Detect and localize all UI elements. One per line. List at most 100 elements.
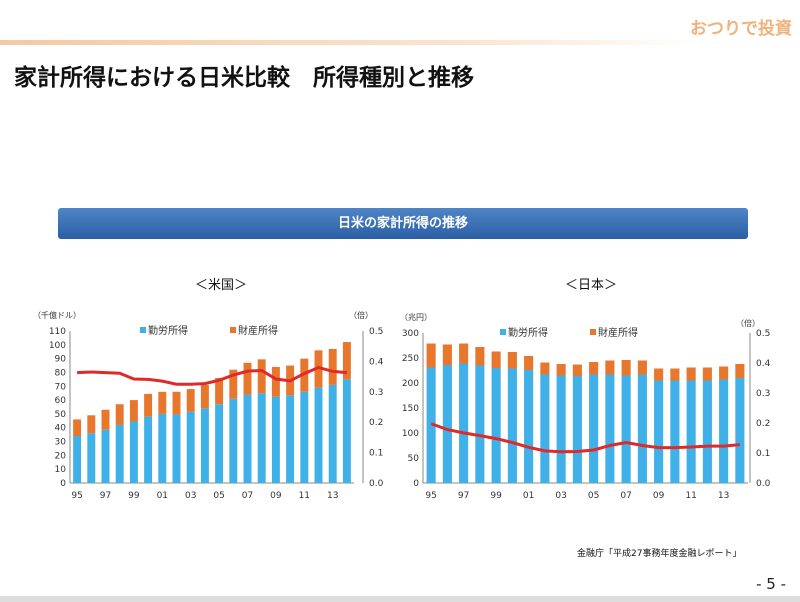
labor-income-bar	[556, 375, 566, 483]
y-axis-label: （千億ドル）	[33, 310, 81, 320]
y-tick-label: 100	[402, 429, 419, 439]
labor-income-bar	[101, 429, 110, 483]
y-tick-label: 60	[55, 396, 67, 406]
y-tick-label: 300	[402, 329, 419, 339]
y2-tick-label: 0.3	[369, 388, 383, 398]
labor-income-bar	[215, 404, 224, 483]
labor-income-bar	[589, 374, 599, 483]
property-income-bar	[129, 400, 138, 422]
labor-income-bar	[200, 408, 209, 483]
property-income-bar	[719, 366, 729, 380]
property-income-bar	[271, 366, 280, 397]
y-tick-label: 50	[55, 410, 67, 420]
page-title: 家計所得における日米比較 所得種別と推移	[14, 65, 474, 91]
y2-axis-label: （倍）	[349, 310, 373, 320]
labor-income-bar	[158, 413, 167, 483]
labor-income-bar	[491, 368, 501, 483]
property-income-bar	[540, 362, 550, 375]
property-income-bar	[459, 343, 469, 364]
property-income-bar	[507, 352, 517, 369]
labor-income-bar	[540, 374, 550, 483]
x-tick-label: 05	[213, 491, 224, 501]
y-tick-label: 250	[402, 354, 419, 364]
property-income-bar	[172, 391, 181, 415]
property-income-bar	[186, 389, 195, 412]
property-income-bar	[115, 404, 124, 425]
labor-income-bar	[115, 424, 124, 483]
legend-swatch-labor	[140, 327, 146, 333]
property-income-bar	[654, 368, 664, 381]
x-tick-label: 99	[490, 491, 502, 501]
x-tick-label: 13	[327, 491, 338, 501]
property-income-bar	[243, 362, 252, 395]
property-income-bar	[229, 369, 238, 399]
y2-tick-label: 0.3	[756, 389, 770, 399]
x-tick-label: 13	[718, 491, 729, 501]
source-note: 金融庁「平成27事務年度金融レポート」	[577, 549, 742, 559]
property-income-bar	[87, 415, 96, 434]
labor-income-bar	[524, 370, 534, 483]
ratio-line	[77, 365, 348, 386]
labor-income-bar	[87, 433, 96, 483]
labor-income-bar	[243, 394, 252, 483]
property-income-bar	[524, 356, 534, 370]
labor-income-bar	[426, 367, 436, 483]
y2-tick-label: 0.2	[756, 419, 770, 429]
x-tick-label: 01	[157, 491, 168, 501]
x-tick-label: 11	[685, 491, 696, 501]
legend-swatch-property	[590, 329, 596, 335]
labor-income-bar	[735, 378, 745, 483]
labor-income-bar	[257, 393, 266, 483]
labor-income-bar	[686, 380, 696, 483]
labor-income-bar	[300, 391, 309, 483]
y2-tick-label: 0.0	[756, 479, 771, 489]
y-tick-label: 110	[49, 327, 66, 337]
legend-swatch-property	[230, 327, 236, 333]
x-tick-label: 09	[653, 491, 665, 501]
labor-income-bar	[342, 379, 351, 483]
property-income-bar	[621, 360, 631, 376]
property-income-bar	[735, 364, 745, 378]
property-income-bar	[637, 360, 647, 375]
property-income-bar	[101, 409, 110, 430]
property-income-bar	[257, 359, 266, 394]
y-tick-label: 200	[402, 379, 419, 389]
y2-tick-label: 0.0	[369, 479, 384, 489]
labor-income-bar	[719, 379, 729, 483]
page-number: - 5 -	[756, 575, 786, 593]
y2-tick-label: 0.5	[369, 327, 383, 337]
property-income-bar	[572, 364, 582, 376]
property-income-bar	[589, 362, 599, 375]
us-chart-subtitle: ＜米国＞	[195, 278, 248, 293]
labor-income-bar	[459, 363, 469, 483]
labor-income-bar	[507, 368, 517, 483]
x-tick-label: 05	[588, 491, 599, 501]
labor-income-bar	[621, 375, 631, 483]
labor-income-bar	[172, 414, 181, 483]
labor-income-bar	[229, 398, 238, 483]
y-tick-label: 0	[413, 479, 419, 489]
header-divider	[0, 40, 700, 45]
property-income-bar	[328, 348, 337, 385]
y-tick-label: 70	[55, 382, 67, 392]
labor-income-bar	[328, 384, 337, 483]
x-tick-label: 07	[242, 491, 253, 501]
labor-income-bar	[605, 374, 615, 483]
labor-income-bar	[654, 380, 664, 483]
property-income-bar	[442, 344, 452, 365]
y-tick-label: 0	[60, 479, 66, 489]
y-tick-label: 80	[55, 368, 67, 378]
y-tick-label: 40	[55, 424, 67, 434]
property-income-bar	[475, 347, 485, 366]
legend-label-labor: 勤労所得	[508, 326, 548, 339]
y2-tick-label: 0.1	[369, 449, 383, 459]
footer-bar	[0, 596, 800, 602]
y-tick-label: 10	[55, 465, 67, 475]
y-tick-label: 50	[408, 454, 420, 464]
x-tick-label: 09	[270, 491, 282, 501]
ratio-line	[430, 422, 741, 454]
y2-tick-label: 0.2	[369, 418, 383, 428]
labor-income-bar	[186, 411, 195, 483]
property-income-bar	[342, 342, 351, 380]
